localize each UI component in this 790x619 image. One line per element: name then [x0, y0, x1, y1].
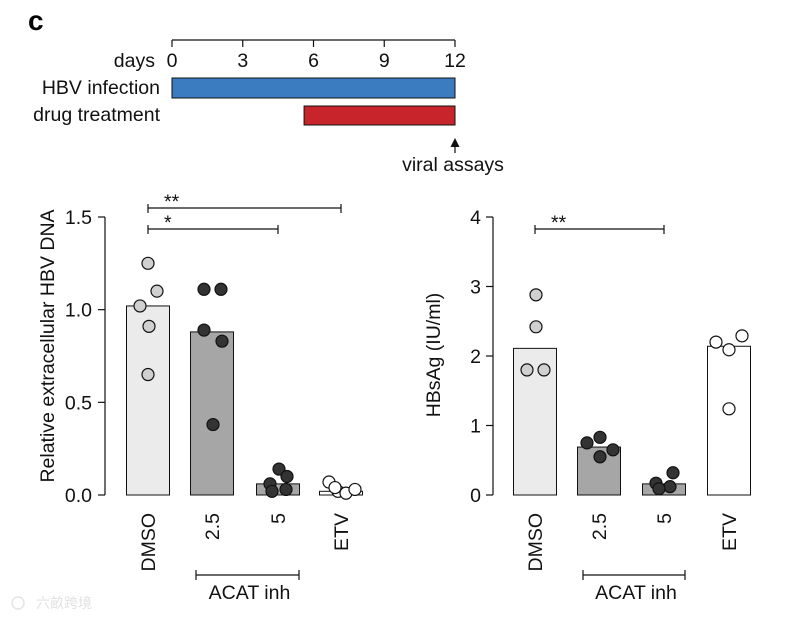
category-label-dmso: DMSO	[525, 513, 547, 572]
group-bracket	[195, 570, 300, 580]
category-label-etv: ETV	[719, 513, 741, 551]
timeline-tick-label: 9	[379, 50, 390, 72]
timeline-axis-label: days	[114, 50, 155, 72]
y-tick-label: 1.5	[65, 207, 92, 229]
timeline-row-label: drug treatment	[33, 104, 160, 126]
y-tick-label: 0	[470, 485, 481, 507]
data-point-dmso	[141, 367, 155, 382]
data-point-dmso	[142, 319, 156, 333]
bar-2-5	[190, 331, 234, 496]
significance-label: **	[551, 212, 567, 234]
data-point-dmso	[520, 363, 534, 377]
data-point-etv	[722, 343, 736, 357]
panel-label: c	[28, 5, 44, 36]
bar-etv	[707, 345, 751, 496]
hbv-dna-bar-chart: Relative extracellular HBV DNA DMSO 2.5 5 ET…	[37, 191, 363, 604]
y-axis-label: HBsAg (IU/ml)	[423, 293, 445, 418]
data-point-2-5	[197, 323, 211, 337]
y-tick-label: 0.0	[65, 485, 92, 507]
y-tick-label: 2	[470, 346, 481, 368]
timeline-row-label: HBV infection	[42, 77, 160, 99]
data-point-dmso	[141, 256, 155, 270]
data-point-etv	[709, 335, 723, 349]
arrow-up-icon	[450, 138, 460, 147]
y-tick-label: 3	[470, 277, 481, 299]
timeline-tick-label: 3	[237, 50, 248, 72]
significance-bracket	[534, 225, 665, 234]
y-tick-label: 1.0	[65, 300, 92, 322]
y-tick-label: 0.5	[65, 392, 92, 414]
data-point-2-5	[215, 334, 229, 348]
data-point-5	[265, 484, 279, 498]
data-point-5	[663, 480, 677, 494]
watermark-text: 六畝跨境	[36, 595, 92, 611]
category-label-dmso: DMSO	[138, 513, 160, 572]
timeline-tick-label: 6	[308, 50, 319, 72]
timeline-tick-label: 0	[167, 50, 178, 72]
data-point-2-5	[580, 436, 594, 450]
significance-bracket	[147, 204, 342, 213]
y-axis-label: Relative extracellular HBV DNA	[37, 209, 59, 482]
data-point-dmso	[133, 299, 147, 313]
data-point-etv	[328, 480, 342, 495]
y-tick-label: 1	[470, 416, 481, 438]
significance-label: **	[164, 191, 180, 213]
experiment-timeline: days 0 3 6 9 12 HBV infection drug treatment vir…	[33, 39, 504, 176]
data-point-dmso	[529, 288, 543, 302]
category-label-2-5: 2.5	[589, 513, 611, 540]
data-point-5	[272, 462, 286, 476]
data-point-2-5	[214, 282, 228, 296]
watermark: 六畝跨境	[11, 595, 92, 611]
data-point-etv	[348, 482, 362, 497]
y-tick-label: 4	[470, 207, 481, 229]
data-point-5	[280, 469, 294, 484]
group-label: ACAT inh	[595, 582, 677, 604]
watermark-logo-icon	[11, 596, 25, 610]
significance-label: *	[164, 212, 172, 234]
data-point-5	[652, 482, 666, 496]
bar-dmso	[126, 305, 170, 496]
viral-assays-label: viral assays	[402, 154, 504, 176]
data-point-2-5	[206, 417, 220, 432]
data-point-dmso	[537, 363, 551, 377]
group-bracket	[582, 570, 686, 580]
data-point-dmso	[150, 284, 164, 298]
category-label-5: 5	[268, 513, 290, 524]
timeline-bar-drug-treatment	[303, 105, 456, 126]
significance-bracket	[147, 225, 279, 234]
data-point-2-5	[593, 450, 607, 464]
timeline-bar-hbv-infection	[171, 77, 456, 99]
data-point-5	[666, 466, 680, 480]
category-label-etv: ETV	[331, 513, 353, 551]
data-point-etv	[722, 402, 736, 416]
timeline-tick-label: 12	[444, 50, 466, 72]
data-point-2-5	[606, 443, 620, 457]
data-point-2-5	[197, 282, 211, 296]
data-point-etv	[735, 329, 749, 343]
data-point-2-5	[593, 430, 607, 444]
category-label-5: 5	[654, 513, 676, 524]
group-label: ACAT inh	[209, 582, 291, 604]
data-point-5	[279, 482, 293, 497]
category-label-2-5: 2.5	[202, 513, 224, 540]
hbsag-bar-chart: HBsAg (IU/ml) DMSO 2.5 5 ETV 0 1 2 3 4 ** ACAT inh	[423, 207, 751, 604]
data-point-dmso	[529, 320, 543, 334]
